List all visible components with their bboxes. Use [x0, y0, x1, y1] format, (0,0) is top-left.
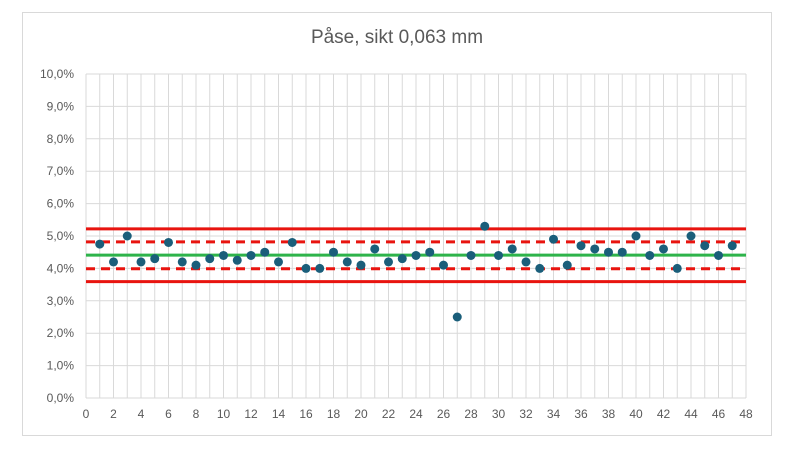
- y-tick-label: 7,0%: [47, 164, 75, 178]
- y-tick-label: 3,0%: [47, 294, 75, 308]
- data-point: [686, 231, 696, 241]
- y-tick-label: 9,0%: [47, 99, 75, 113]
- x-tick-label: 16: [299, 407, 313, 421]
- data-point: [109, 257, 118, 267]
- data-point: [576, 241, 586, 251]
- x-tick-label: 36: [574, 407, 588, 421]
- x-tick-label: 6: [165, 407, 172, 421]
- x-tick-label: 32: [519, 407, 533, 421]
- x-tick-label: 42: [657, 407, 671, 421]
- data-point: [191, 260, 201, 270]
- data-point: [342, 257, 352, 267]
- data-point: [562, 260, 572, 270]
- x-tick-label: 40: [629, 407, 643, 421]
- chart-title: Påse, sikt 0,063 mm: [310, 27, 484, 48]
- data-point: [397, 254, 407, 264]
- x-tick-label: 0: [83, 407, 90, 421]
- x-tick-label: 46: [712, 407, 726, 421]
- x-tick-label: 8: [193, 407, 200, 421]
- data-point: [411, 250, 421, 260]
- data-point: [727, 241, 737, 251]
- x-tick-label: 34: [547, 407, 561, 421]
- data-point: [315, 263, 325, 273]
- data-point: [425, 247, 435, 257]
- x-tick-label: 24: [409, 407, 423, 421]
- data-point: [95, 239, 105, 249]
- data-point: [122, 231, 132, 241]
- data-point: [150, 254, 160, 264]
- y-tick-label: 8,0%: [47, 132, 75, 146]
- data-point: [466, 250, 476, 260]
- x-tick-label: 22: [382, 407, 396, 421]
- data-point: [370, 244, 380, 254]
- data-point: [452, 312, 462, 322]
- data-point: [287, 237, 297, 247]
- data-point: [205, 254, 215, 264]
- data-point: [645, 250, 655, 260]
- data-point: [521, 257, 531, 267]
- data-point: [700, 241, 710, 251]
- data-point: [384, 257, 393, 267]
- data-point: [659, 244, 668, 254]
- data-point: [590, 244, 600, 254]
- data-point: [232, 255, 242, 265]
- data-point: [631, 231, 641, 241]
- data-point: [535, 263, 545, 273]
- data-point: [439, 260, 448, 270]
- y-tick-label: 1,0%: [47, 359, 75, 373]
- x-tick-label: 44: [684, 407, 698, 421]
- x-tick-label: 20: [354, 407, 368, 421]
- data-point: [356, 260, 366, 270]
- data-point: [714, 250, 723, 260]
- x-tick-label: 28: [464, 407, 478, 421]
- x-tick-label: 4: [138, 407, 145, 421]
- x-tick-label: 14: [272, 407, 286, 421]
- y-tick-label: 0,0%: [47, 391, 75, 405]
- y-tick-label: 6,0%: [47, 197, 75, 211]
- data-point: [136, 257, 146, 267]
- data-point: [246, 250, 256, 260]
- x-tick-label: 12: [244, 407, 258, 421]
- data-point: [617, 247, 627, 257]
- data-point: [549, 234, 558, 244]
- x-tick-label: 2: [110, 407, 117, 421]
- y-tick-label: 2,0%: [47, 326, 75, 340]
- data-point: [672, 263, 682, 273]
- data-point: [604, 247, 613, 257]
- data-point: [164, 237, 173, 247]
- data-point: [507, 244, 517, 254]
- y-tick-label: 10,0%: [40, 67, 74, 81]
- data-point: [274, 257, 283, 267]
- x-tick-label: 30: [492, 407, 506, 421]
- x-tick-label: 10: [217, 407, 231, 421]
- data-point: [480, 221, 490, 231]
- data-point: [260, 247, 270, 257]
- x-tick-label: 48: [739, 407, 753, 421]
- y-tick-label: 4,0%: [47, 261, 75, 275]
- data-point: [301, 263, 311, 273]
- x-tick-label: 38: [602, 407, 616, 421]
- x-tick-label: 26: [437, 407, 451, 421]
- data-point: [494, 250, 503, 260]
- x-tick-label: 18: [327, 407, 341, 421]
- data-point: [329, 247, 338, 257]
- data-point: [177, 257, 187, 267]
- data-point: [219, 250, 228, 260]
- y-tick-label: 5,0%: [47, 229, 75, 243]
